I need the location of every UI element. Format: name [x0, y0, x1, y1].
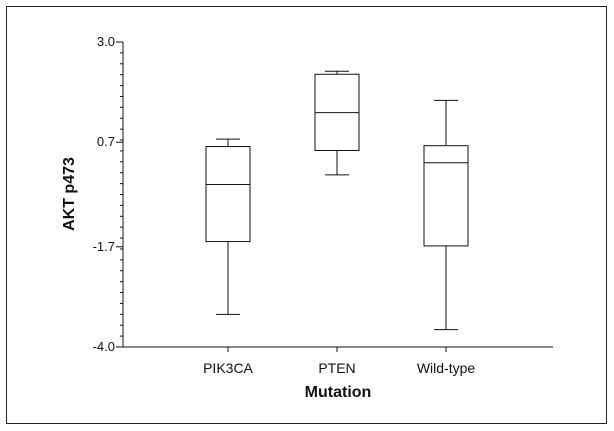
y-tick-label: 0.7	[97, 134, 115, 149]
y-tick-label: -4.0	[93, 339, 115, 354]
iqr-box	[423, 145, 469, 247]
y-tick-label: -1.7	[93, 239, 115, 254]
x-tick-label: PTEN	[318, 360, 355, 376]
y-tick-label: 3.0	[97, 34, 115, 49]
labels-layer: Mutation AKT p473	[61, 157, 371, 401]
x-axis-title: Mutation	[305, 384, 372, 401]
ticks-layer: 3.0 0.7 -1.7 -4.0 PIK3CA PTEN Wild-type	[93, 34, 476, 376]
x-tick-label: Wild-type	[417, 360, 476, 376]
iqr-box	[205, 146, 251, 243]
box-pten	[314, 70, 360, 176]
chart-frame	[6, 6, 607, 424]
box-pik3ca	[205, 138, 251, 315]
boxes-layer	[205, 70, 469, 331]
y-axis-title: AKT p473	[61, 157, 78, 231]
x-tick-label: PIK3CA	[203, 360, 253, 376]
box-wild-type	[423, 99, 469, 331]
